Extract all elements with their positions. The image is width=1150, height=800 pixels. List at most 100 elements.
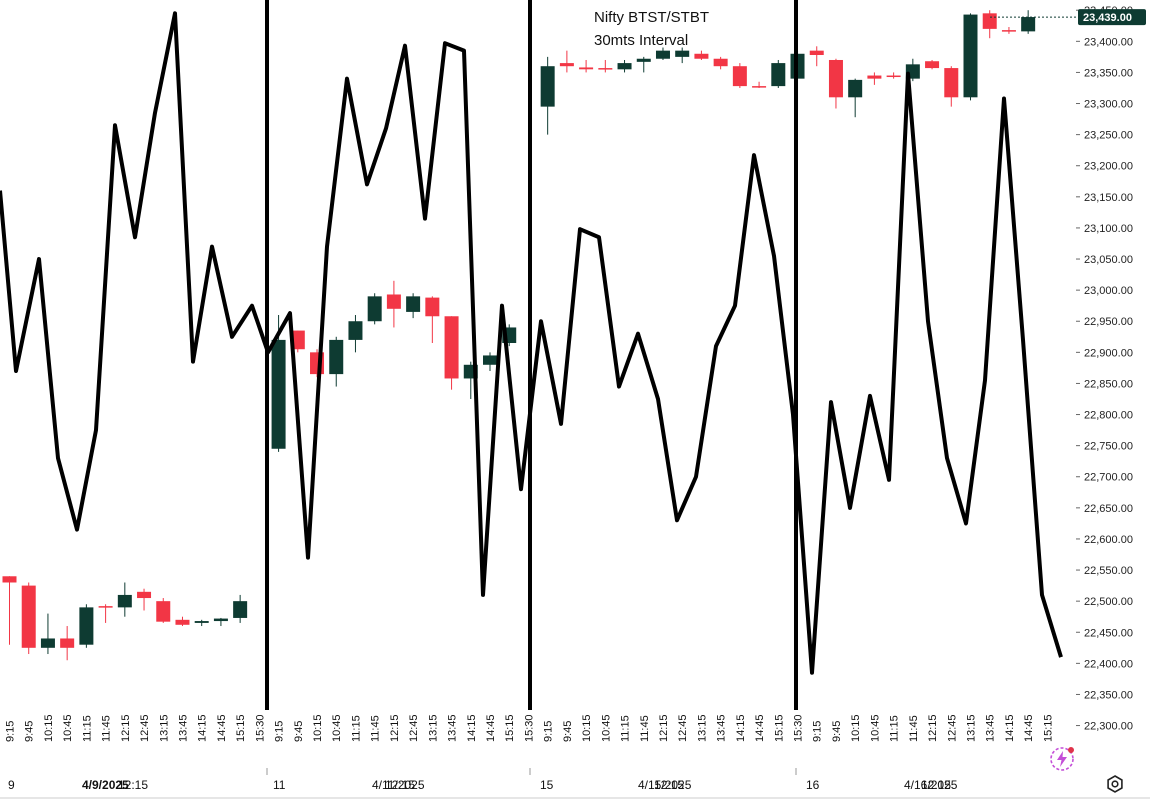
candle [675,47,690,64]
y-tick-label: 23,250.00 [1084,130,1133,142]
candle [367,293,382,325]
time-tick-label: 12:15 [927,714,939,742]
time-tick-label: 13:45 [177,714,189,742]
y-tick-label: 23,050.00 [1084,254,1133,266]
price-axis[interactable]: 22,300.00 22,350.00 22,400.00 22,450.00 22,5… [1076,0,1150,800]
candle [2,576,17,645]
candle-body [425,297,440,317]
candle [771,59,786,88]
date-axis-label: 9 [8,778,15,792]
candle [559,50,574,73]
candle [694,50,709,60]
time-tick-label: 13:45 [716,714,728,742]
time-axis[interactable]: 9:15 9:45 10:15 10:45 11:15 11:45 12:15 12:45 13… [0,714,1150,799]
time-tick-label: 9:45 [831,721,843,742]
y-tick-label: 22,750.00 [1084,441,1133,453]
candle-body [444,316,459,379]
candle-body [1001,30,1016,32]
date-axis-label: 12:15 [385,778,415,792]
candle-body [79,607,94,645]
candle-body [828,59,843,98]
time-tick-label: 10:45 [62,714,74,742]
candle-body [713,58,728,67]
time-tick-label: 13:15 [427,714,439,742]
candle-body [540,66,555,107]
y-tick-label: 22,650.00 [1084,503,1133,515]
candle-body [982,13,997,29]
candle [156,598,171,623]
candle-body [579,67,594,70]
time-tick-label: 9:15 [543,721,555,742]
time-tick-label: 13:45 [447,714,459,742]
time-tick-label: 13:15 [696,714,708,742]
candle-body [213,618,228,622]
y-tick-label: 22,400.00 [1084,658,1133,670]
time-tick-label: 11:45 [908,715,920,742]
candle-body [598,68,613,70]
candle [425,296,440,344]
candle [963,13,978,101]
y-tick-label: 23,200.00 [1084,161,1133,173]
candle [1021,10,1036,34]
time-tick-label: 12:15 [389,714,401,742]
time-tick-label: 14:45 [1023,714,1035,742]
y-tick-label: 22,550.00 [1084,565,1133,577]
candle-body [963,14,978,98]
candle [329,336,344,387]
time-tick-label: 14:15 [197,714,209,742]
chart-subtitle: 30mts Interval [594,32,689,49]
candles-group [2,10,1036,661]
date-axis-label: 12:15 [654,778,684,792]
candle-body [117,594,132,608]
date-axis-label: 4/16/2025 [904,778,958,792]
candle-body [559,63,574,67]
time-tick-label: 12:45 [677,714,689,742]
candle [40,613,55,655]
candle-body [21,585,36,648]
candle-body [98,606,113,608]
candle-body [137,591,152,599]
candle [752,81,767,88]
y-tick-label: 23,150.00 [1084,192,1133,204]
time-tick-label: 15:30 [793,714,805,742]
candle-body [194,621,209,623]
candle [348,315,363,353]
y-tick-label: 22,300.00 [1084,721,1133,733]
time-tick-label: 12:45 [946,714,958,742]
settings-gear-icon[interactable] [1106,775,1124,793]
candle-body [752,86,767,88]
candle [117,582,132,617]
candle-body [886,75,901,78]
candle [21,582,36,655]
time-tick-label: 15:30 [523,714,535,742]
date-axis-label: 4/15/2025 [638,778,692,792]
price-axis-background [1076,0,1150,800]
time-tick-label: 9:45 [293,721,305,742]
y-tick-label: 22,850.00 [1084,378,1133,390]
candle [60,626,75,661]
candle [713,56,728,70]
candle-body [1021,17,1036,32]
time-tick-label: 9:15 [812,721,824,742]
time-tick-label: 10:15 [43,714,55,742]
y-tick-label: 22,600.00 [1084,534,1133,546]
time-tick-label: 13:15 [966,714,978,742]
candle-body [809,50,824,56]
candle [867,72,882,85]
time-tick-label: 14:15 [466,714,478,742]
time-tick-label: 9:15 [5,721,17,742]
candle-body [233,601,248,618]
candle [925,59,940,70]
date-axis-label: 4/9/2025 [82,778,129,792]
candle-body [329,339,344,375]
time-tick-label: 15:15 [1042,714,1054,742]
chart-title: Nifty BTST/STBT [594,9,710,26]
y-tick-label: 22,700.00 [1084,472,1133,484]
time-tick-label: 14:45 [754,714,766,742]
lightning-icon[interactable] [1049,746,1075,772]
time-tick-label: 15:15 [235,714,247,742]
candle [982,10,997,39]
candle [828,58,843,109]
time-tick-label: 11:45 [101,715,113,742]
